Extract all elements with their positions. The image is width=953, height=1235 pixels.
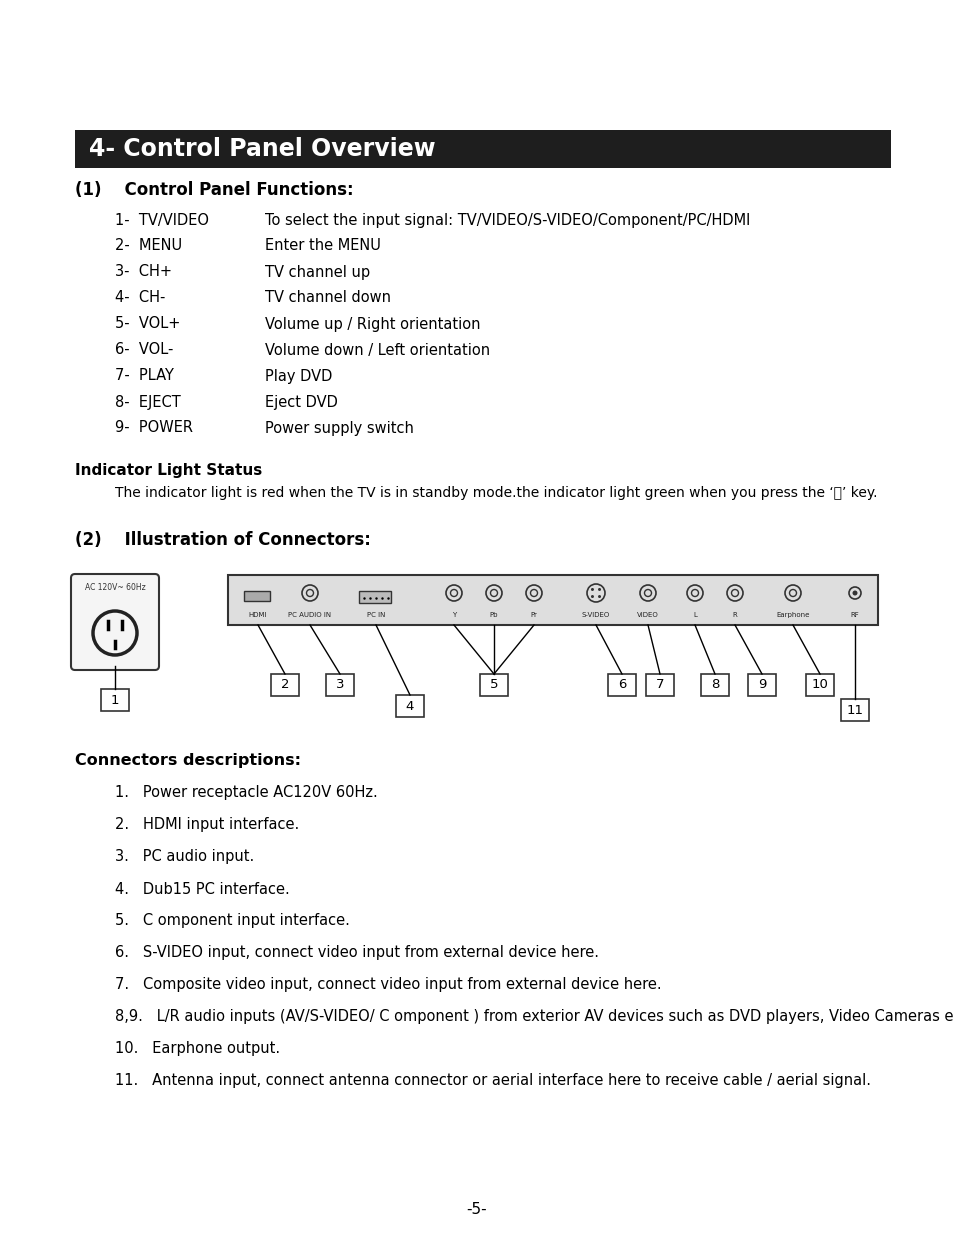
Text: 5: 5: [489, 678, 497, 692]
Bar: [358, 592, 391, 603]
Circle shape: [590, 595, 594, 598]
Text: 2.   HDMI input interface.: 2. HDMI input interface.: [115, 818, 299, 832]
Bar: [805, 674, 833, 697]
Text: Connectors descriptions:: Connectors descriptions:: [75, 752, 301, 767]
Text: Pb: Pb: [489, 613, 497, 618]
Circle shape: [598, 595, 600, 598]
Bar: [607, 674, 636, 697]
Text: Pr: Pr: [530, 613, 537, 618]
Text: 4-  CH-: 4- CH-: [115, 290, 165, 305]
Text: L: L: [692, 613, 697, 618]
Text: TV channel down: TV channel down: [265, 290, 391, 305]
Bar: [326, 674, 354, 697]
Text: Volume down / Left orientation: Volume down / Left orientation: [265, 342, 490, 357]
Text: 3: 3: [335, 678, 344, 692]
FancyBboxPatch shape: [71, 574, 159, 671]
Text: 4.   Dub15 PC interface.: 4. Dub15 PC interface.: [115, 882, 290, 897]
Bar: [645, 674, 673, 697]
Bar: [271, 674, 298, 697]
Text: 5.   C omponent input interface.: 5. C omponent input interface.: [115, 914, 350, 929]
Text: Y: Y: [452, 613, 456, 618]
Text: 9-  POWER: 9- POWER: [115, 420, 193, 436]
Text: 7: 7: [655, 678, 663, 692]
Text: 1.   Power receptacle AC120V 60Hz.: 1. Power receptacle AC120V 60Hz.: [115, 785, 377, 800]
Bar: [747, 674, 775, 697]
Text: VIDEO: VIDEO: [637, 613, 659, 618]
Text: (2)    Illustration of Connectors:: (2) Illustration of Connectors:: [75, 531, 371, 550]
Text: S-VIDEO: S-VIDEO: [581, 613, 610, 618]
Text: -5-: -5-: [466, 1203, 487, 1218]
Text: 10.   Earphone output.: 10. Earphone output.: [115, 1041, 280, 1056]
Circle shape: [852, 590, 857, 595]
Text: 8: 8: [710, 678, 719, 692]
Text: (1)    Control Panel Functions:: (1) Control Panel Functions:: [75, 182, 354, 199]
Bar: [479, 674, 507, 697]
Text: The indicator light is red when the TV is in standby mode.the indicator light gr: The indicator light is red when the TV i…: [115, 487, 877, 500]
Text: 1: 1: [111, 694, 119, 706]
Text: 9: 9: [757, 678, 765, 692]
Bar: [841, 699, 868, 721]
Text: Play DVD: Play DVD: [265, 368, 332, 384]
Text: 2: 2: [280, 678, 289, 692]
Text: 6.   S-VIDEO input, connect video input from external device here.: 6. S-VIDEO input, connect video input fr…: [115, 946, 598, 961]
Text: 2-  MENU: 2- MENU: [115, 238, 182, 253]
Text: 6-  VOL-: 6- VOL-: [115, 342, 173, 357]
Text: 11: 11: [845, 704, 862, 716]
Circle shape: [598, 588, 600, 592]
Text: AC 120V~ 60Hz: AC 120V~ 60Hz: [85, 583, 145, 593]
Text: Power supply switch: Power supply switch: [265, 420, 414, 436]
Bar: [700, 674, 728, 697]
Text: Earphone: Earphone: [776, 613, 809, 618]
Text: 4: 4: [405, 699, 414, 713]
Text: 7-  PLAY: 7- PLAY: [115, 368, 173, 384]
Text: 1-  TV/VIDEO: 1- TV/VIDEO: [115, 212, 209, 227]
Text: TV channel up: TV channel up: [265, 264, 370, 279]
Text: Indicator Light Status: Indicator Light Status: [75, 462, 262, 478]
Circle shape: [590, 588, 594, 592]
Text: HDMI: HDMI: [249, 613, 267, 618]
Text: 11.   Antenna input, connect antenna connector or aerial interface here to recei: 11. Antenna input, connect antenna conne…: [115, 1073, 870, 1088]
Text: 8-  EJECT: 8- EJECT: [115, 394, 180, 410]
Text: RF: RF: [850, 613, 859, 618]
Bar: [228, 576, 877, 625]
Bar: [75, 130, 890, 168]
Text: 3.   PC audio input.: 3. PC audio input.: [115, 850, 254, 864]
Text: R: R: [732, 613, 737, 618]
Bar: [395, 695, 423, 718]
Text: Volume up / Right orientation: Volume up / Right orientation: [265, 316, 480, 331]
Text: PC AUDIO IN: PC AUDIO IN: [288, 613, 332, 618]
Bar: [244, 592, 270, 601]
Text: 8,9.   L/R audio inputs (AV/S-VIDEO/ C omponent ) from exterior AV devices such : 8,9. L/R audio inputs (AV/S-VIDEO/ C omp…: [115, 1009, 953, 1025]
Text: 7.   Composite video input, connect video input from external device here.: 7. Composite video input, connect video …: [115, 977, 661, 993]
Bar: [101, 689, 129, 711]
Text: 4- Control Panel Overview: 4- Control Panel Overview: [89, 137, 436, 161]
Text: 6: 6: [618, 678, 625, 692]
Text: Eject DVD: Eject DVD: [265, 394, 337, 410]
Text: 5-  VOL+: 5- VOL+: [115, 316, 180, 331]
Text: 10: 10: [811, 678, 827, 692]
Text: PC IN: PC IN: [366, 613, 385, 618]
Text: 3-  CH+: 3- CH+: [115, 264, 172, 279]
Text: To select the input signal: TV/VIDEO/S-VIDEO/Component/PC/HDMI: To select the input signal: TV/VIDEO/S-V…: [265, 212, 750, 227]
Text: Enter the MENU: Enter the MENU: [265, 238, 380, 253]
